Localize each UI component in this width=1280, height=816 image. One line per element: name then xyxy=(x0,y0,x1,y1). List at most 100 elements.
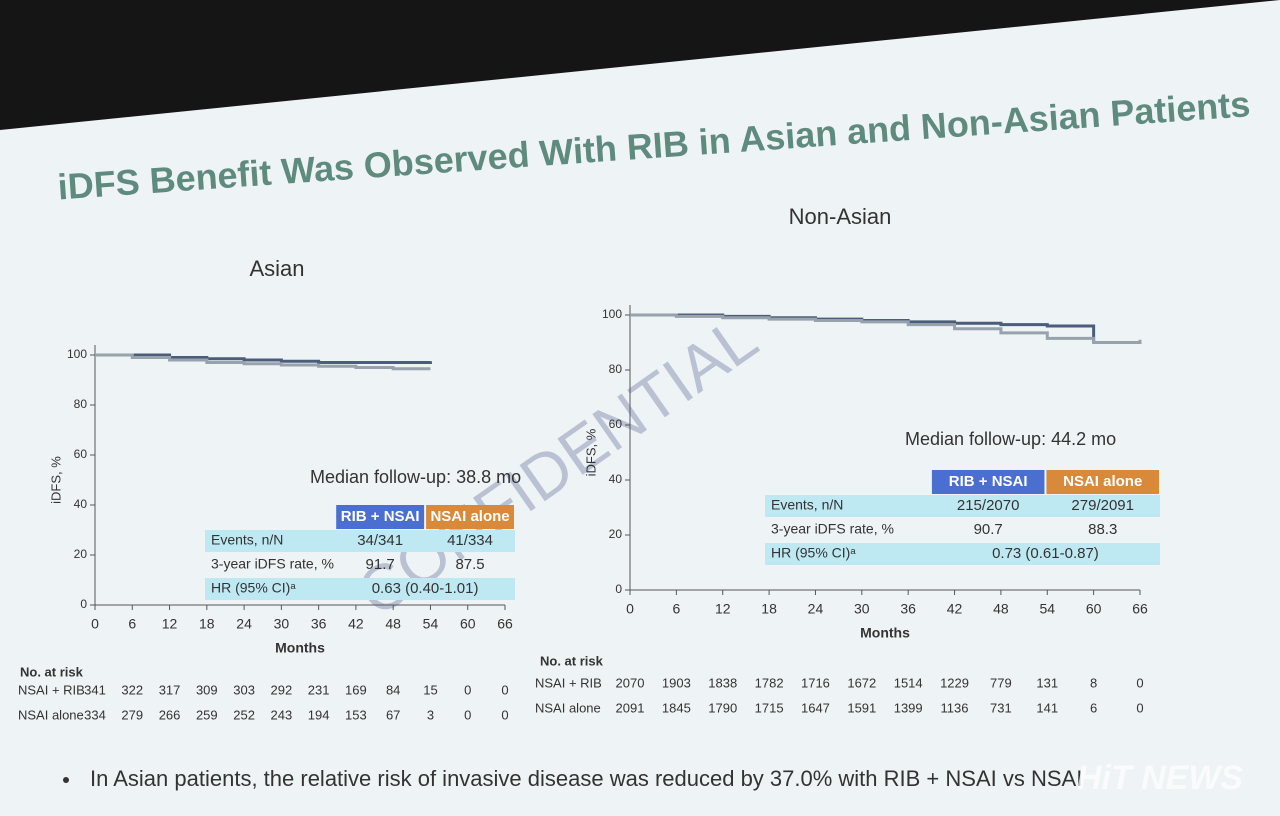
at-risk-value: 1716 xyxy=(801,675,830,690)
at-risk-label: NSAI + RIB xyxy=(18,682,85,697)
table-cell: 41/334 xyxy=(447,532,493,549)
table-row-label: HR (95% CI)ᵃ xyxy=(211,580,296,596)
at-risk-value: 292 xyxy=(271,682,293,697)
at-risk-value: 8 xyxy=(1090,675,1097,690)
at-risk-value: 1399 xyxy=(894,700,923,715)
x-tick-label: 6 xyxy=(128,616,136,632)
x-tick-label: 36 xyxy=(311,616,327,632)
y-tick-label: 0 xyxy=(80,597,87,611)
at-risk-value: 6 xyxy=(1090,700,1097,715)
at-risk-value: 266 xyxy=(159,707,181,722)
at-risk-value: 1672 xyxy=(847,675,876,690)
at-risk-value: 279 xyxy=(121,707,143,722)
x-tick-label: 12 xyxy=(715,601,731,617)
at-risk-value: 131 xyxy=(1036,675,1058,690)
x-tick-label: 48 xyxy=(993,601,1009,617)
at-risk-value: 322 xyxy=(121,682,143,697)
x-tick-label: 48 xyxy=(385,616,401,632)
at-risk-value: 1229 xyxy=(940,675,969,690)
y-tick-label: 60 xyxy=(74,447,88,461)
at-risk-value: 141 xyxy=(1036,700,1058,715)
at-risk-title: No. at risk xyxy=(540,653,604,668)
y-tick-label: 20 xyxy=(74,547,88,561)
at-risk-value: 0 xyxy=(501,682,508,697)
at-risk-value: 252 xyxy=(233,707,255,722)
x-axis-label: Months xyxy=(860,625,910,641)
table-row-bg xyxy=(205,530,515,552)
at-risk-value: 3 xyxy=(427,707,434,722)
logo: HiT NEWS xyxy=(1077,759,1244,797)
x-tick-label: 60 xyxy=(1086,601,1102,617)
at-risk-value: 1838 xyxy=(708,675,737,690)
x-tick-label: 18 xyxy=(761,601,777,617)
x-tick-label: 66 xyxy=(497,616,513,632)
table-header-cell xyxy=(1046,470,1159,494)
at-risk-value: 303 xyxy=(233,682,255,697)
x-tick-label: 36 xyxy=(900,601,916,617)
x-tick-label: 0 xyxy=(626,601,634,617)
table-row-label: HR (95% CI)ᵃ xyxy=(771,545,856,561)
table-header: RIB + NSAI xyxy=(949,473,1028,490)
y-tick-label: 60 xyxy=(609,417,623,431)
y-tick-label: 80 xyxy=(74,397,88,411)
at-risk-label: NSAI alone xyxy=(18,707,84,722)
chart-title: Asian xyxy=(249,256,304,281)
annotation: Median follow-up: 38.8 mo xyxy=(310,467,521,487)
table-row-bg xyxy=(205,578,515,600)
at-risk-label: NSAI + RIB xyxy=(535,675,602,690)
at-risk-value: 2070 xyxy=(616,675,645,690)
table-cell: 0.63 (0.40-1.01) xyxy=(372,580,479,597)
at-risk-value: 309 xyxy=(196,682,218,697)
x-tick-label: 30 xyxy=(274,616,290,632)
y-tick-label: 100 xyxy=(67,347,87,361)
at-risk-value: 67 xyxy=(386,707,400,722)
at-risk-value: 1715 xyxy=(755,700,784,715)
table-cell: 91.7 xyxy=(366,556,395,573)
x-tick-label: 24 xyxy=(808,601,824,617)
at-risk-value: 194 xyxy=(308,707,330,722)
y-tick-label: 20 xyxy=(609,527,623,541)
bullet-dot xyxy=(63,777,69,783)
at-risk-value: 84 xyxy=(386,682,400,697)
table-cell: 0.73 (0.61-0.87) xyxy=(992,545,1099,562)
at-risk-value: 1790 xyxy=(708,700,737,715)
survival-line xyxy=(630,313,1142,344)
x-tick-label: 30 xyxy=(854,601,870,617)
at-risk-value: 0 xyxy=(1136,700,1143,715)
x-tick-label: 18 xyxy=(199,616,215,632)
at-risk-value: 731 xyxy=(990,700,1012,715)
at-risk-value: 15 xyxy=(423,682,437,697)
table-cell: 90.7 xyxy=(974,521,1003,538)
at-risk-value: 1903 xyxy=(662,675,691,690)
at-risk-value: 1136 xyxy=(941,700,969,715)
table-cell: 87.5 xyxy=(455,556,484,573)
at-risk-value: 0 xyxy=(464,682,471,697)
bullet-text: In Asian patients, the relative risk of … xyxy=(90,766,1082,791)
y-tick-label: 100 xyxy=(602,307,622,321)
x-tick-label: 42 xyxy=(348,616,364,632)
at-risk-value: 243 xyxy=(271,707,293,722)
annotation: Median follow-up: 44.2 mo xyxy=(905,429,1116,449)
table-row-bg xyxy=(765,495,1160,517)
x-tick-label: 66 xyxy=(1132,601,1148,617)
at-risk-value: 334 xyxy=(84,707,106,722)
at-risk-value: 1591 xyxy=(847,700,876,715)
at-risk-value: 0 xyxy=(501,707,508,722)
at-risk-value: 0 xyxy=(464,707,471,722)
y-tick-label: 0 xyxy=(615,582,622,596)
x-tick-label: 12 xyxy=(162,616,178,632)
at-risk-title: No. at risk xyxy=(20,664,84,679)
y-tick-label: 40 xyxy=(74,497,88,511)
chart-title: Non-Asian xyxy=(789,204,892,229)
y-tick-label: 40 xyxy=(609,472,623,486)
table-cell: 215/2070 xyxy=(957,497,1020,514)
x-tick-label: 6 xyxy=(672,601,680,617)
x-tick-label: 24 xyxy=(236,616,252,632)
x-tick-label: 54 xyxy=(1039,601,1055,617)
table-row-label: 3-year iDFS rate, % xyxy=(211,556,334,572)
x-tick-label: 60 xyxy=(460,616,476,632)
table-header: RIB + NSAI xyxy=(341,508,420,525)
at-risk-value: 1514 xyxy=(894,675,923,690)
